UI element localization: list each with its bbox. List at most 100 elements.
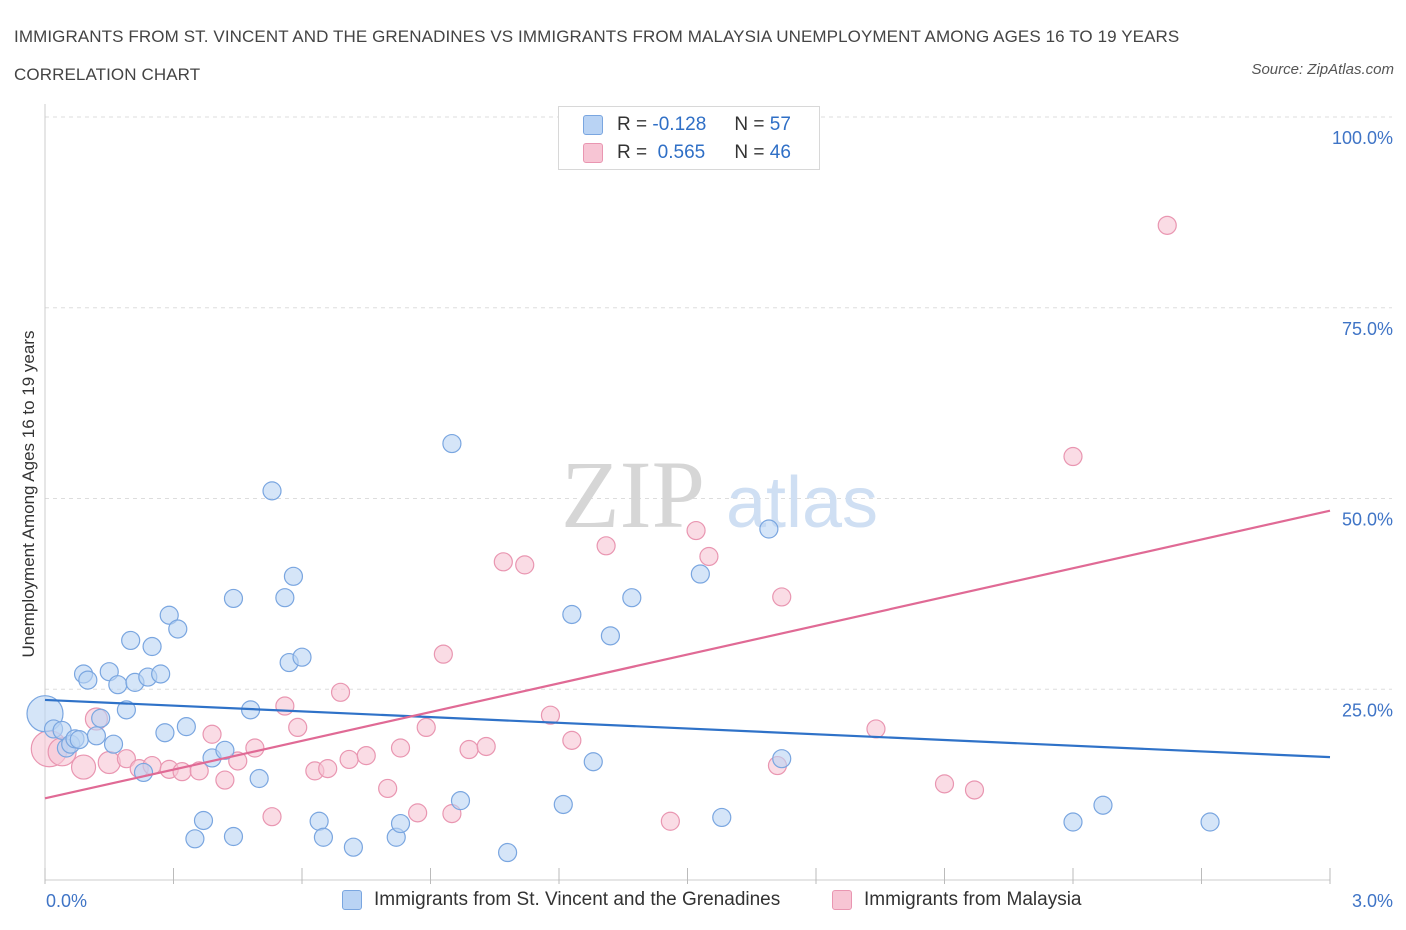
point-malaysia [189,761,209,781]
point-st-vincent [313,827,334,847]
point-st-vincent [116,700,136,720]
y-tick-label: 75.0% [1342,319,1393,339]
point-st-vincent [185,829,205,849]
point-malaysia [433,644,453,664]
point-malaysia [245,738,265,758]
point-malaysia [70,754,97,780]
x-tick-label: 0.0% [46,891,87,911]
point-malaysia [378,778,398,799]
point-malaysia [416,717,436,738]
point-st-vincent [262,481,282,501]
point-st-vincent [121,630,141,651]
point-st-vincent [193,810,214,831]
point-malaysia [699,546,719,567]
point-st-vincent [292,647,312,667]
legend-label: Immigrants from Malaysia [864,889,1082,910]
point-malaysia [1063,446,1083,467]
source-label: Source: ZipAtlas.com [1251,61,1394,78]
point-st-vincent [622,588,642,608]
y-tick-label: 50.0% [1342,510,1393,530]
point-malaysia [202,724,222,744]
point-st-vincent [690,564,710,584]
point-st-vincent [583,752,603,772]
point-malaysia [339,749,359,770]
point-malaysia [493,552,513,572]
pink-swatch [583,143,603,163]
point-malaysia [476,736,496,757]
point-st-vincent [562,604,582,625]
r-value: -0.128 [652,114,707,135]
r-label: R = [617,114,648,135]
point-st-vincent [309,811,329,831]
point-malaysia [660,811,680,831]
point-st-vincent [1093,795,1113,815]
legend-label: Immigrants from St. Vincent and the Gren… [374,889,781,910]
point-st-vincent [275,588,295,608]
pink-swatch [832,890,852,910]
point-malaysia [356,746,376,766]
point-st-vincent [223,588,244,609]
y-axis-label: Unemployment Among Ages 16 to 19 years [19,331,38,658]
correlation-legend: R = -0.128 N = 57 R = 0.565 N = 46 [558,106,820,170]
point-malaysia [934,774,955,794]
point-malaysia [288,717,308,738]
y-tick-label: 25.0% [1342,700,1393,720]
point-malaysia [596,536,616,556]
point-st-vincent [103,734,124,754]
point-malaysia [772,587,792,607]
watermark-zip: ZIP [561,441,705,548]
n-label: N = [734,142,765,163]
point-malaysia [686,520,706,541]
point-st-vincent [86,726,107,746]
x-tick-label: 3.0% [1352,891,1393,911]
r-label: R = [617,142,648,163]
n-value: 46 [769,142,791,163]
legend-row-pink: R = 0.565 N = 46 [583,141,791,165]
y-tick-label: 100.0% [1332,128,1393,148]
point-st-vincent [498,842,518,863]
n-label: N = [734,114,765,135]
point-malaysia [390,738,411,758]
point-malaysia [97,750,121,775]
point-st-vincent [759,519,779,539]
point-st-vincent [223,826,244,847]
point-st-vincent [249,768,269,789]
watermark-atlas: atlas [726,463,878,543]
point-malaysia [1157,215,1177,235]
point-malaysia [540,705,561,725]
trendline-malaysia [44,509,1331,800]
point-st-vincent [343,837,363,857]
point-st-vincent [108,675,128,695]
point-st-vincent [142,636,162,657]
point-st-vincent [159,605,179,625]
point-malaysia [562,730,582,750]
point-st-vincent [78,670,98,690]
legend-item-st-vincent: Immigrants from St. Vincent and the Gren… [342,889,780,911]
point-st-vincent [600,626,621,646]
point-malaysia [459,739,479,760]
point-malaysia [515,555,535,575]
point-st-vincent [91,708,111,728]
n-value: 57 [769,114,791,135]
point-st-vincent [215,740,235,760]
point-malaysia [408,803,428,823]
r-value: 0.565 [652,142,706,163]
point-st-vincent [1200,812,1220,832]
blue-swatch [583,115,603,135]
point-st-vincent [772,749,792,769]
trendline-st-vincent [44,698,1331,759]
point-malaysia [964,780,985,800]
point-malaysia [318,759,338,779]
point-st-vincent [1063,812,1083,832]
point-st-vincent [553,794,573,815]
point-malaysia [215,770,235,790]
point-malaysia [275,696,295,716]
point-st-vincent [176,717,196,737]
blue-swatch [342,890,362,910]
point-malaysia [866,719,886,739]
legend-row-blue: R = -0.128 N = 57 [583,113,791,137]
point-malaysia [116,749,136,769]
point-st-vincent [390,813,411,834]
point-st-vincent [712,807,732,828]
